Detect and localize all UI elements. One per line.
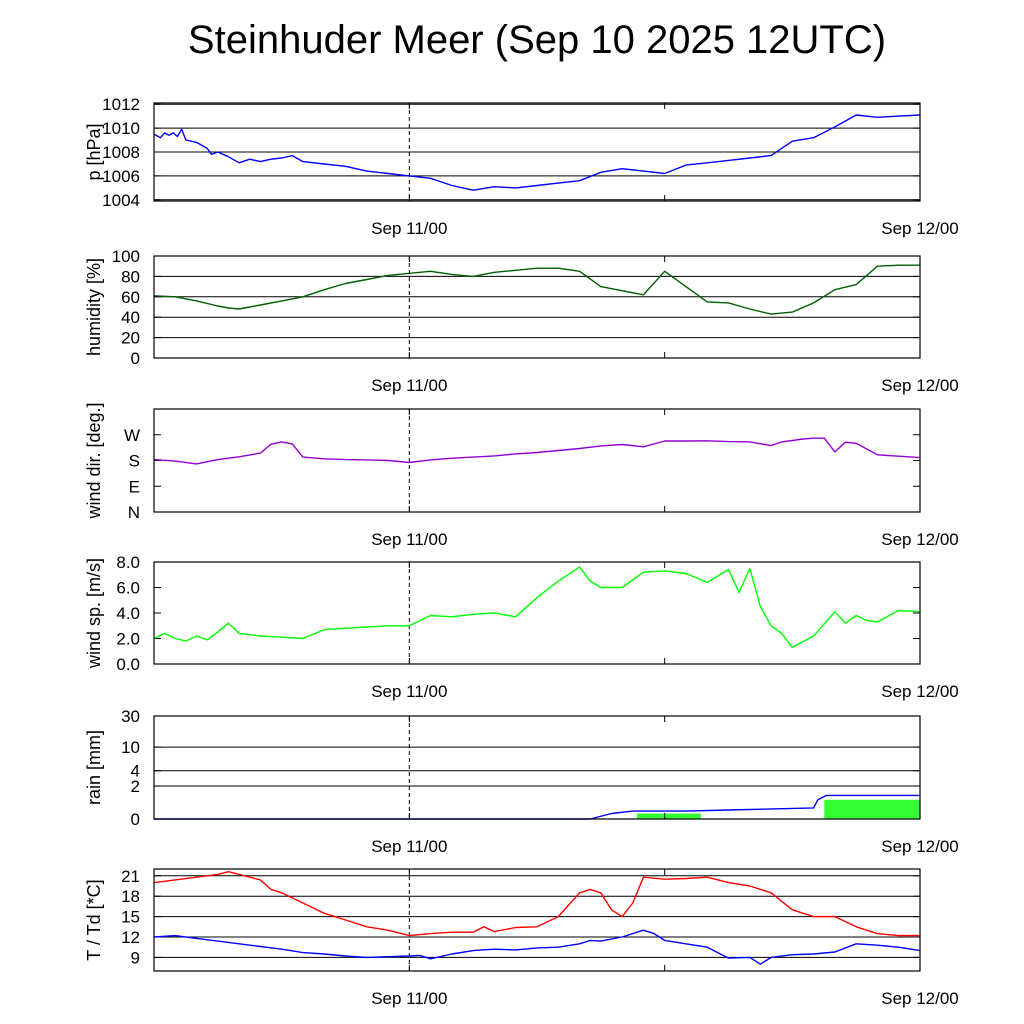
x-tick-label-1-0: Sep 11/00	[371, 376, 447, 395]
panel-frame-4	[153, 715, 921, 820]
y-tick-label-0-2: 1008	[102, 143, 140, 162]
y-axis-label-3: wind sp. [m/s]	[84, 558, 104, 669]
x-tick-label-3-1: Sep 12/00	[881, 682, 959, 701]
y-tick-label-1-2: 40	[121, 308, 140, 327]
x-tick-label-0-1: Sep 12/00	[881, 219, 959, 238]
y-axis-label-0: p [hPa]	[84, 123, 104, 180]
y-tick-label-3-0: 0.0	[116, 655, 140, 674]
x-tick-label-2-1: Sep 12/00	[881, 530, 959, 549]
y-tick-label-3-3: 6.0	[116, 579, 140, 598]
y-tick-label-4-3: 10	[121, 738, 140, 757]
y-tick-label-5-4: 21	[121, 867, 140, 886]
y-tick-label-2-3: W	[124, 426, 140, 445]
series-line-3-0	[153, 566, 921, 649]
x-tick-label-4-0: Sep 11/00	[371, 837, 447, 856]
series-line-5-1	[153, 929, 921, 965]
y-tick-label-4-0: 0	[131, 810, 140, 829]
panel-frame-5	[153, 868, 921, 972]
x-tick-label-0-0: Sep 11/00	[371, 219, 447, 238]
y-tick-label-4-4: 30	[121, 707, 140, 726]
x-tick-label-1-1: Sep 12/00	[881, 376, 959, 395]
y-tick-label-5-1: 12	[121, 928, 140, 947]
y-tick-label-3-4: 8.0	[116, 553, 140, 572]
x-tick-label-3-0: Sep 11/00	[371, 682, 447, 701]
y-tick-label-5-3: 18	[121, 887, 140, 906]
y-tick-label-1-4: 80	[121, 267, 140, 286]
y-tick-label-0-1: 1006	[102, 167, 140, 186]
x-tick-label-2-0: Sep 11/00	[371, 530, 447, 549]
chart-title: Steinhuder Meer (Sep 10 2025 12UTC)	[187, 18, 887, 62]
series-line-0-0	[153, 114, 921, 191]
y-axis-label-5: T / Td [*C]	[84, 879, 104, 960]
y-tick-label-4-1: 2	[131, 777, 140, 796]
x-tick-label-5-0: Sep 11/00	[371, 989, 447, 1008]
y-tick-label-1-0: 0	[131, 349, 140, 368]
y-tick-label-5-0: 9	[131, 948, 140, 967]
panel-frame-2	[153, 408, 921, 513]
panel-frame-3	[153, 561, 921, 665]
x-tick-label-4-1: Sep 12/00	[881, 837, 959, 856]
rain-bar-1	[824, 799, 920, 819]
y-tick-label-2-1: E	[129, 477, 140, 496]
y-tick-label-0-3: 1010	[102, 119, 140, 138]
y-tick-label-0-4: 1012	[102, 95, 140, 114]
y-tick-label-2-2: S	[129, 452, 140, 471]
y-tick-label-0-0: 1004	[102, 191, 140, 210]
y-tick-label-1-3: 60	[121, 288, 140, 307]
y-tick-label-3-1: 2.0	[116, 630, 140, 649]
y-tick-label-1-5: 100	[112, 247, 140, 266]
y-tick-label-2-0: N	[128, 503, 140, 522]
series-line-5-0	[153, 871, 920, 937]
series-line-1-0	[153, 264, 920, 315]
series-line-4-0	[154, 794, 920, 820]
rain-bar-0	[637, 813, 701, 819]
x-tick-label-5-1: Sep 12/00	[881, 989, 959, 1008]
series-line-2-0	[153, 437, 921, 465]
y-axis-label-1: humidity [%]	[84, 258, 104, 356]
y-tick-label-1-1: 20	[121, 329, 140, 348]
y-axis-label-2: wind dir. [deg.]	[84, 402, 104, 519]
panel-frame-0	[153, 102, 921, 202]
panel-frame-1	[153, 255, 921, 359]
y-axis-label-4: rain [mm]	[84, 730, 104, 805]
y-tick-label-4-2: 4	[131, 762, 140, 781]
y-tick-label-3-2: 4.0	[116, 604, 140, 623]
y-tick-label-5-2: 15	[121, 908, 140, 927]
